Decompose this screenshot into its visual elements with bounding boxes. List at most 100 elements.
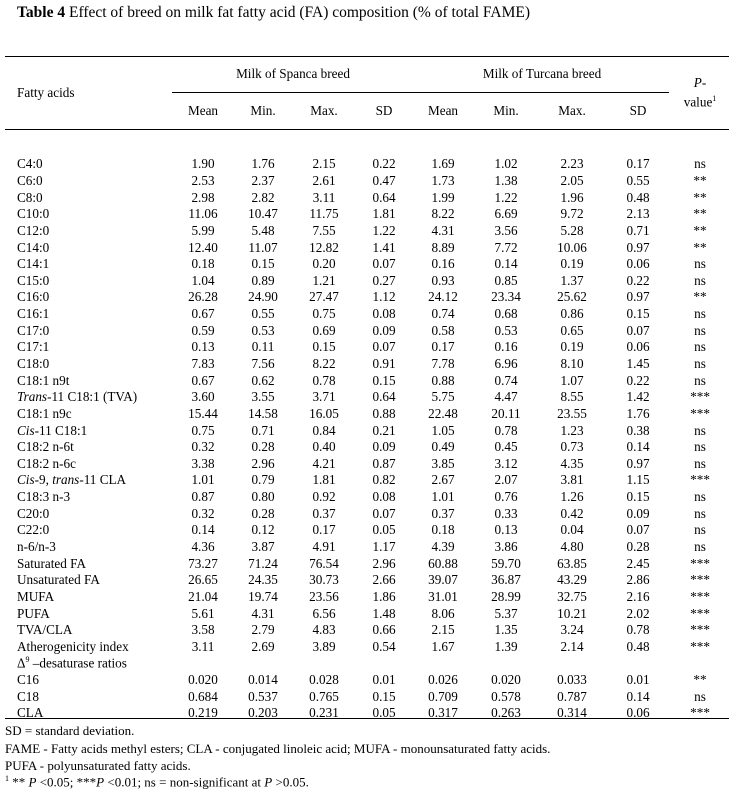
value-cell: 2.02 <box>626 605 650 621</box>
value-cell: 0.53 <box>251 322 275 338</box>
text-segment: C18:1 n9t <box>17 372 70 388</box>
value-cell: 2.79 <box>251 622 275 638</box>
table-row: C18:1 n9c 15.44 14.58 16.05 0.88 22.48 20.11 23… <box>5 406 729 423</box>
value-cell: 0.709 <box>428 688 458 704</box>
value-cell: 8.55 <box>560 389 584 405</box>
row-label: C17:1 <box>5 339 173 356</box>
value-cell: 2.98 <box>191 189 215 205</box>
value-cell: 30.73 <box>309 572 339 588</box>
p-value-cell: ns <box>694 522 706 538</box>
text-segment: Unsaturated FA <box>17 572 100 588</box>
value-cell: 0.014 <box>248 672 278 688</box>
value-cell: 31.01 <box>428 588 458 604</box>
table-row: C15:0 1.04 0.89 1.21 0.27 0.93 0.85 1.37 0.22 ns <box>5 272 729 289</box>
text-segment: -11 CLA <box>79 472 127 488</box>
header-turcana: Milk of Turcana breed <box>482 66 602 81</box>
p-dash: - <box>701 74 707 90</box>
row-label: C10:0 <box>5 206 173 223</box>
value-cell: 0.69 <box>312 322 336 338</box>
value-cell: 0.37 <box>431 505 455 521</box>
row-label: C4:0 <box>5 156 173 173</box>
value-cell: 0.09 <box>372 322 396 338</box>
table-row: Saturated FA 73.27 71.24 76.54 2.96 60.88 59.7… <box>5 555 729 572</box>
value-cell: 24.12 <box>428 289 458 305</box>
value-cell: 4.91 <box>312 539 336 555</box>
value-cell: 2.07 <box>494 472 518 488</box>
row-label: C18:0 <box>5 356 173 373</box>
p-value-cell: ** <box>693 206 707 222</box>
value-cell: 7.56 <box>251 356 275 371</box>
value-cell <box>413 655 473 672</box>
value-cell: 39.07 <box>428 572 458 588</box>
value-cell: 0.64 <box>372 189 396 205</box>
text-segment: C17:1 <box>17 339 50 355</box>
value-cell: 12.40 <box>188 239 218 255</box>
row-label: C6:0 <box>5 173 173 190</box>
table-row: C10:0 11.06 10.47 11.75 1.81 8.22 6.69 9.72 2.13… <box>5 206 729 223</box>
value-cell: 1.73 <box>431 172 455 188</box>
value-cell: 1.81 <box>312 472 336 488</box>
value-cell: 3.89 <box>312 638 336 654</box>
text-segment: trans <box>52 472 80 488</box>
table-row: C22:0 0.14 0.12 0.17 0.05 0.18 0.13 0.04 0.07 ns <box>5 522 729 539</box>
value-cell: 0.40 <box>312 439 336 455</box>
table-row: MUFA 21.04 19.74 23.56 1.86 31.01 28.99 32.75 2.… <box>5 589 729 606</box>
value-cell: 0.07 <box>372 256 396 272</box>
value-cell: 0.32 <box>191 439 215 455</box>
value-cell: 0.68 <box>494 306 518 322</box>
text-segment: -9, <box>34 472 53 488</box>
value-cell: 0.32 <box>191 505 215 521</box>
value-cell: 0.231 <box>309 705 339 721</box>
table-row: C16 0.020 0.014 0.028 0.01 0.026 0.020 0.033 0.0… <box>5 672 729 689</box>
text-segment: C18 <box>17 688 39 704</box>
p-symbol: P <box>693 74 702 90</box>
value-cell: 2.96 <box>372 555 396 571</box>
value-cell: 1.42 <box>626 389 650 405</box>
value-cell: 2.66 <box>372 572 396 588</box>
value-cell: 0.18 <box>191 256 215 272</box>
row-label: MUFA <box>5 589 173 606</box>
value-cell: 1.21 <box>312 272 336 288</box>
value-cell: 0.28 <box>251 505 275 521</box>
p-value-cell: *** <box>690 555 710 571</box>
column-header: Min. <box>250 102 276 118</box>
value-cell: 0.73 <box>560 439 584 455</box>
text-segment: P <box>28 774 37 790</box>
row-label: C16 <box>5 672 173 689</box>
p-value-cell: ** <box>693 239 707 255</box>
table-row: C14:1 0.18 0.15 0.20 0.07 0.16 0.14 0.19 0.06 ns <box>5 256 729 273</box>
column-header: SD <box>375 102 393 118</box>
row-label: TVA/CLA <box>5 622 173 639</box>
text-segment: P <box>96 774 105 790</box>
value-cell: 0.38 <box>626 422 650 438</box>
value-cell: 10.06 <box>557 239 587 255</box>
text-segment: PUFA <box>17 605 50 621</box>
row-label: n-6/n-3 <box>5 539 173 556</box>
value-cell: 0.88 <box>372 405 396 421</box>
table-row: C18:0 7.83 7.56 8.22 0.91 7.78 6.96 8.10 1.45 ns <box>5 356 729 373</box>
footnote-significance: 1 ** P <0.05; ***P <0.01; ns = non-signi… <box>5 774 309 790</box>
table-row: C18:2 n-6c 3.38 2.96 4.21 0.87 3.85 3.12 4.35 0.… <box>5 456 729 473</box>
table-row: Unsaturated FA 26.65 24.35 30.73 2.66 39.07 36… <box>5 572 729 589</box>
text-segment: Cis <box>17 422 35 438</box>
value-cell: 4.31 <box>251 605 275 621</box>
table-caption: Effect of breed on milk fat fatty acid (… <box>65 4 530 21</box>
value-cell: 3.38 <box>191 455 215 471</box>
value-cell: 3.56 <box>494 222 518 238</box>
p-value-cell: *** <box>690 389 710 405</box>
value-cell: 0.15 <box>626 306 650 322</box>
value-cell <box>355 655 413 672</box>
p-value-cell: ns <box>694 489 706 505</box>
row-label: C16:0 <box>5 289 173 306</box>
table-row: C16:1 0.67 0.55 0.75 0.08 0.74 0.68 0.86 0.15 ns <box>5 306 729 323</box>
value-cell: 3.58 <box>191 622 215 638</box>
value-cell: 0.18 <box>431 522 455 538</box>
table-row: Atherogenicity index 3.11 2.69 3.89 0.54 1.67… <box>5 639 729 656</box>
table-row: TVA/CLA 3.58 2.79 4.83 0.66 2.15 1.35 3.24 0.78 *… <box>5 622 729 639</box>
value-cell: 3.55 <box>251 389 275 405</box>
text-segment: CLA <box>17 705 44 721</box>
value-cell: 0.14 <box>191 522 215 538</box>
value-cell: 0.37 <box>312 505 336 521</box>
table-row: C18 0.684 0.537 0.765 0.15 0.709 0.578 0.787 0.1… <box>5 689 729 706</box>
value-cell: 12.82 <box>309 239 339 255</box>
